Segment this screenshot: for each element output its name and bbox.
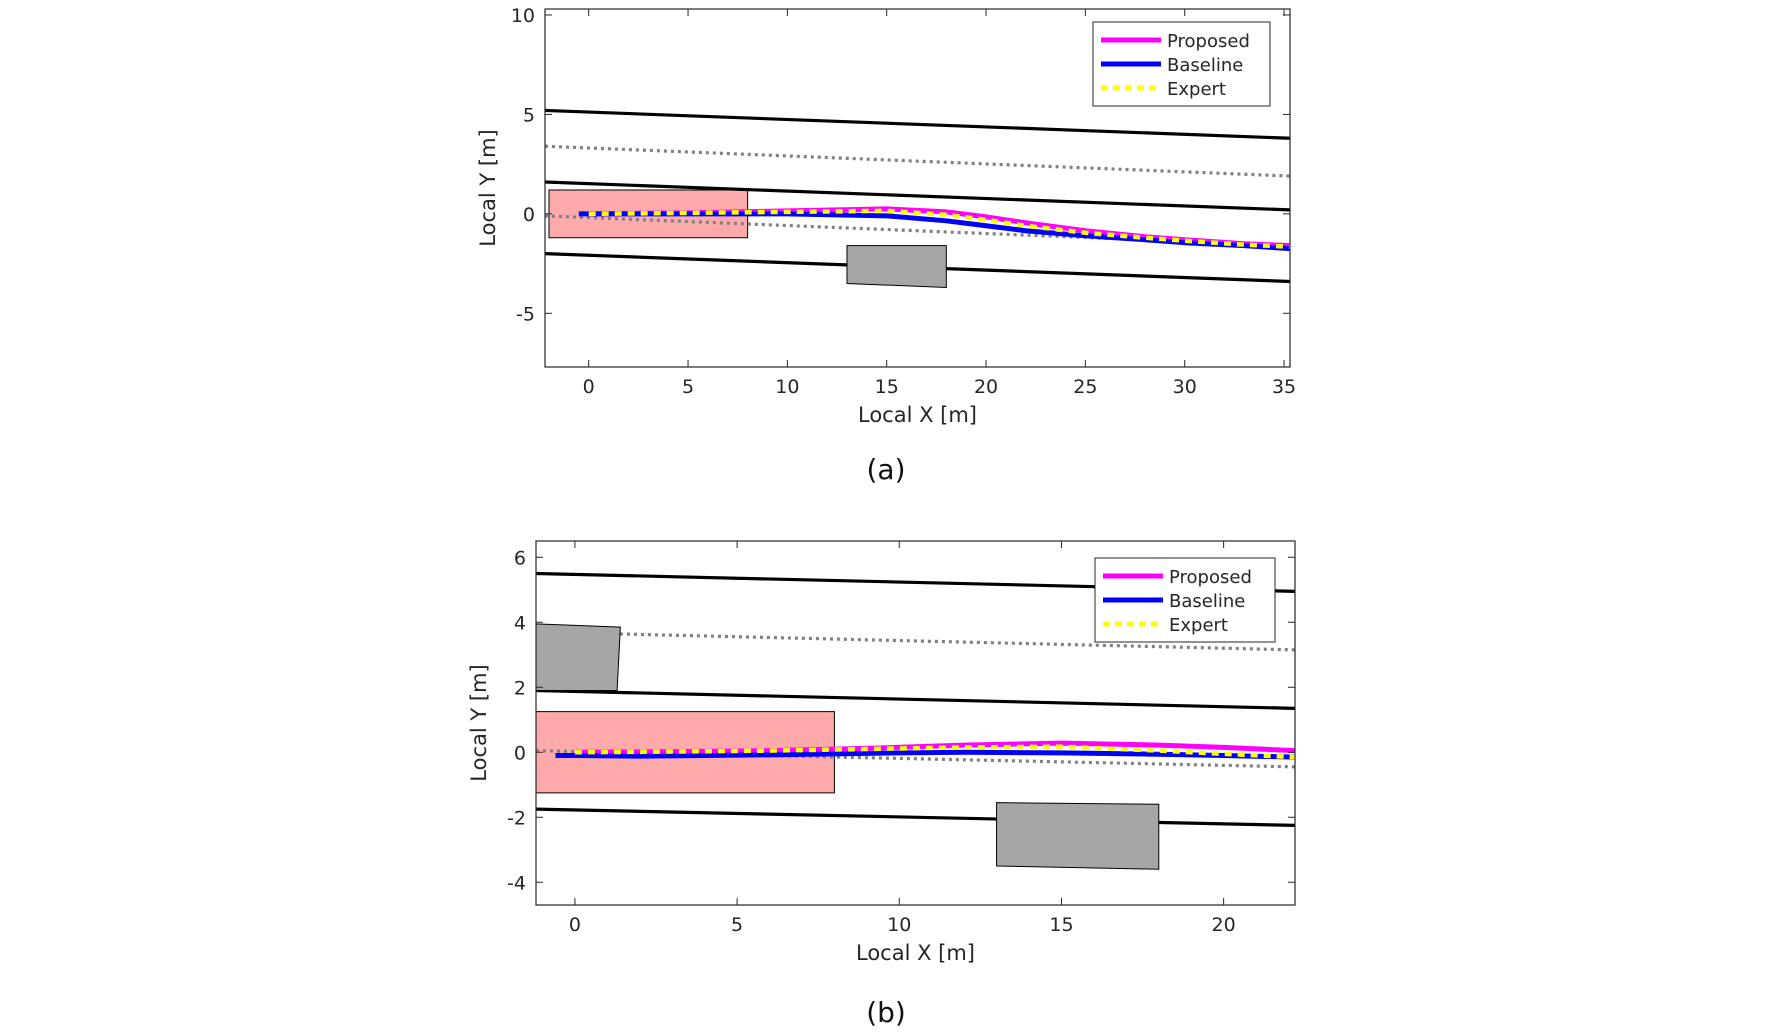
chart-a: 0 5 10 15 20 25 30 35 -5 0 5 10 Local X [m] Local Y [… [476, 5, 1296, 486]
chart-panel-b: 0 5 10 15 20 -4 -2 0 2 4 6 Local X [m] Local Y [m] Pr… [0, 525, 1772, 1031]
legend-box [1092, 21, 1271, 107]
x-tick-label: 10 [887, 914, 911, 936]
x-axis-label: Local X [m] [858, 403, 977, 427]
y-tick-label: 2 [514, 677, 526, 699]
x-tick-label: 5 [731, 914, 743, 936]
axes-frame [535, 540, 1296, 906]
chart-b: 0 5 10 15 20 -4 -2 0 2 4 6 Local X [m] Local Y [m] Pr… [467, 540, 1296, 1029]
y-tick-label: -4 [507, 872, 526, 894]
figure-caption: (a) [866, 453, 905, 486]
legend-label-baseline: Baseline [1167, 55, 1243, 76]
y-tick-label: 0 [514, 742, 526, 764]
series-line-proposed [574, 740, 1295, 755]
x-tick-label: 5 [682, 376, 694, 398]
y-axis-label: Local Y [m] [476, 129, 500, 246]
lane-boundary-line [545, 180, 1290, 212]
lane-center-line [536, 630, 1295, 652]
x-tick-label: 15 [1049, 914, 1073, 936]
x-tick-label: 25 [1073, 376, 1097, 398]
x-tick-label: 20 [1212, 914, 1236, 936]
chart-panel-a: 0 5 10 15 20 25 30 35 -5 0 5 10 Local X [m] Local Y [… [0, 0, 1772, 500]
y-tick-label: -5 [516, 303, 535, 325]
legend: Proposed Baseline Expert [1092, 21, 1271, 107]
obstacle-vehicle [846, 245, 947, 288]
lane-center-line [545, 214, 1290, 248]
figure-caption: (b) [866, 996, 906, 1029]
x-tick-label: 15 [875, 376, 899, 398]
lane-boundary-line [536, 688, 1295, 710]
x-tick-label: 0 [569, 914, 581, 936]
x-tick-label: 35 [1272, 376, 1296, 398]
legend: Proposed Baseline Expert [1094, 557, 1276, 643]
obstacle-vehicle [536, 623, 621, 691]
legend-label-baseline: Baseline [1169, 591, 1245, 612]
legend-label-proposed: Proposed [1169, 567, 1252, 588]
legend-label-expert: Expert [1169, 615, 1228, 636]
y-tick-label: 0 [523, 204, 535, 226]
y-tick-label: 5 [523, 104, 535, 126]
y-tick-label: 6 [514, 547, 526, 569]
series-line-baseline [555, 749, 1295, 760]
obstacle-vehicle [996, 802, 1160, 870]
x-tick-label: 20 [974, 376, 998, 398]
series-line-expert [588, 208, 1290, 249]
series-line-expert [574, 744, 1295, 760]
legend-label-expert: Expert [1167, 79, 1226, 100]
lane-boundary-line [536, 807, 1295, 827]
x-tick-label: 30 [1173, 376, 1197, 398]
x-tick-label: 10 [775, 376, 799, 398]
y-tick-label: -2 [507, 807, 526, 829]
y-tick-label: 10 [511, 5, 535, 27]
x-tick-label: 0 [583, 376, 595, 398]
legend-label-proposed: Proposed [1167, 31, 1250, 52]
y-tick-label: 4 [514, 612, 526, 634]
lane-boundary-line [545, 108, 1290, 140]
x-axis-label: Local X [m] [856, 941, 975, 965]
axes-frame [544, 8, 1291, 368]
plot-area [545, 108, 1290, 288]
series-line-baseline [578, 211, 1290, 252]
y-axis-label: Local Y [m] [467, 664, 491, 781]
lane-center-line [545, 144, 1290, 178]
plot-area [536, 571, 1295, 870]
